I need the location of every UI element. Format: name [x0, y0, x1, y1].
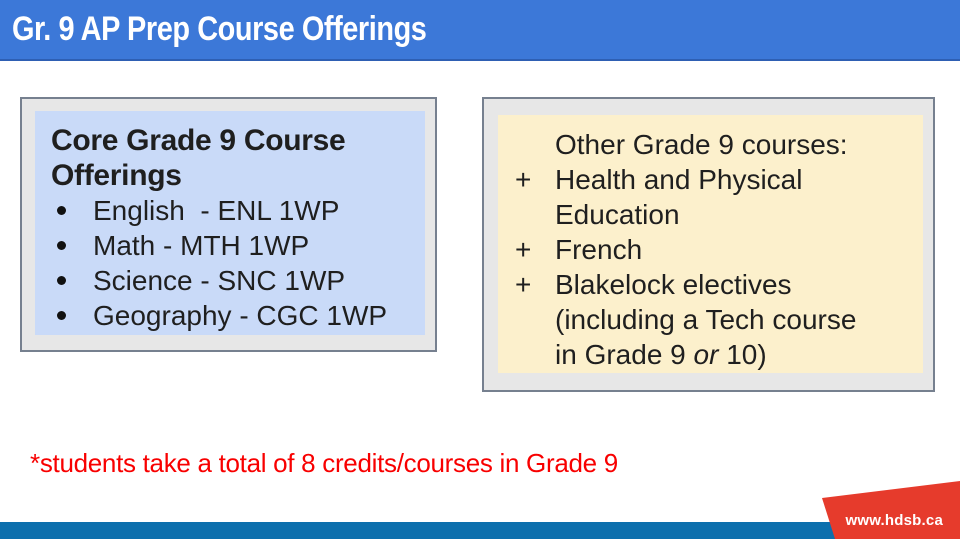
bullet-icon — [57, 241, 66, 250]
footer-url-link[interactable]: www.hdsb.ca — [845, 512, 943, 529]
list-item: Science - SNC 1WP — [35, 263, 425, 298]
list-item-line: French — [555, 234, 643, 265]
bullet-icon — [57, 276, 66, 285]
list-item: + Blakelock electives (including a Tech co… — [498, 267, 923, 372]
plus-marker: + — [515, 164, 532, 195]
list-item-line: Health and Physical — [555, 164, 803, 195]
plus-marker: + — [515, 234, 532, 265]
slide-title-bar: Gr. 9 AP Prep Course Offerings — [0, 0, 960, 61]
other-course-list: + Health and Physical Education + French + Bla… — [498, 162, 923, 372]
plus-marker: + — [515, 269, 532, 300]
list-item-line: (including a Tech course — [555, 304, 857, 335]
core-courses-panel: Core Grade 9 Course Offerings English - … — [35, 111, 425, 335]
core-courses-box: Core Grade 9 Course Offerings English - … — [20, 97, 437, 352]
list-item: English - ENL 1WP — [35, 193, 425, 228]
list-item: Geography - CGC 1WP — [35, 298, 425, 333]
list-item: + Health and Physical Education — [498, 162, 923, 232]
other-courses-box: Other Grade 9 courses: + Health and Physi… — [482, 97, 935, 392]
core-courses-title: Core Grade 9 Course Offerings — [51, 123, 425, 193]
list-item-line: in Grade 9 or 10) — [555, 339, 767, 370]
slide-title: Gr. 9 AP Prep Course Offerings — [12, 10, 427, 48]
other-courses-heading: Other Grade 9 courses: — [555, 129, 848, 160]
bullet-icon — [57, 206, 66, 215]
core-course-list: English - ENL 1WP Math - MTH 1WP Science -… — [35, 193, 425, 333]
other-courses-panel: Other Grade 9 courses: + Health and Physi… — [498, 115, 923, 373]
list-item: Math - MTH 1WP — [35, 228, 425, 263]
list-item: + French — [498, 232, 923, 267]
footer-blue-bar — [0, 522, 960, 539]
list-item-line: Education — [555, 199, 680, 230]
credits-footnote: *students take a total of 8 credits/cour… — [30, 448, 618, 478]
core-courses-title-line2: Offerings — [51, 159, 182, 192]
core-courses-title-line1: Core Grade 9 Course — [51, 124, 346, 157]
list-item-line: Blakelock electives — [555, 269, 792, 300]
bullet-icon — [57, 311, 66, 320]
